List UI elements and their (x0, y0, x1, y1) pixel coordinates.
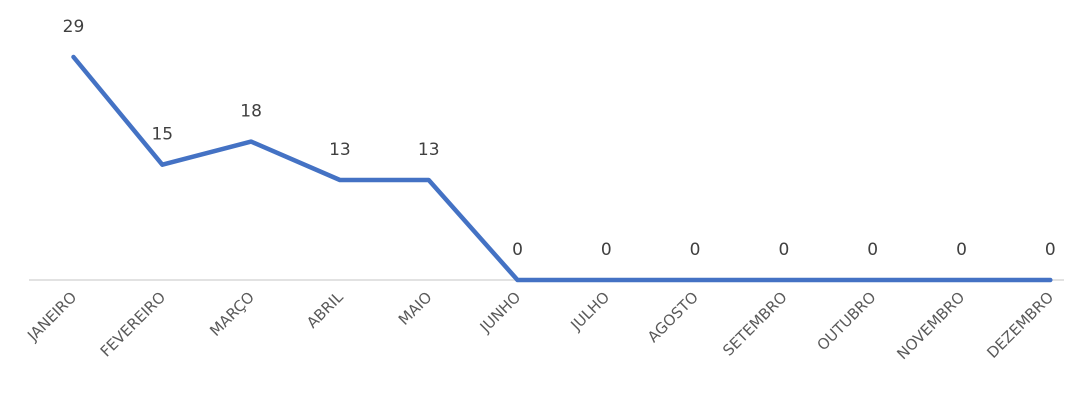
data-label-julho: 0 (601, 240, 612, 260)
x-tick-label-agosto: AGOSTO (644, 288, 702, 346)
x-tick-label-fevereiro: FEVEREIRO (97, 288, 169, 360)
x-tick-label-maio: MAIO (395, 288, 436, 329)
x-tick-label-setembro: SETEMBRO (719, 288, 790, 359)
x-tick-label-março: MARÇO (206, 288, 258, 340)
x-tick-label-janeiro: JANEIRO (23, 288, 80, 345)
x-tick-label-dezembro: DEZEMBRO (983, 288, 1057, 362)
data-label-dezembro: 0 (1045, 240, 1056, 260)
data-label-agosto: 0 (690, 240, 701, 260)
data-labels: 29 15 18 13 13 0 0 0 0 0 0 0 (63, 17, 1056, 260)
x-tick-label-abril: ABRIL (303, 288, 347, 332)
data-label-outubro: 0 (867, 240, 878, 260)
series-line (71, 54, 1053, 283)
data-label-setembro: 0 (778, 240, 789, 260)
data-label-abril: 13 (329, 140, 351, 160)
data-label-fevereiro: 15 (151, 125, 173, 145)
x-tick-label-junho: JUNHO (476, 288, 525, 337)
data-label-maio: 13 (418, 140, 440, 160)
x-tick-label-julho: JULHO (567, 288, 614, 335)
data-label-janeiro: 29 (63, 17, 85, 37)
data-label-junho: 0 (512, 240, 523, 260)
x-tick-label-outubro: OUTUBRO (813, 288, 879, 354)
data-label-novembro: 0 (956, 240, 967, 260)
x-tick-labels: JANEIRO FEVEREIRO MARÇO ABRIL MAIO JUNHO JULHO… (23, 288, 1057, 363)
data-label-março: 18 (240, 102, 262, 122)
x-tick-label-novembro: NOVEMBRO (893, 288, 968, 363)
